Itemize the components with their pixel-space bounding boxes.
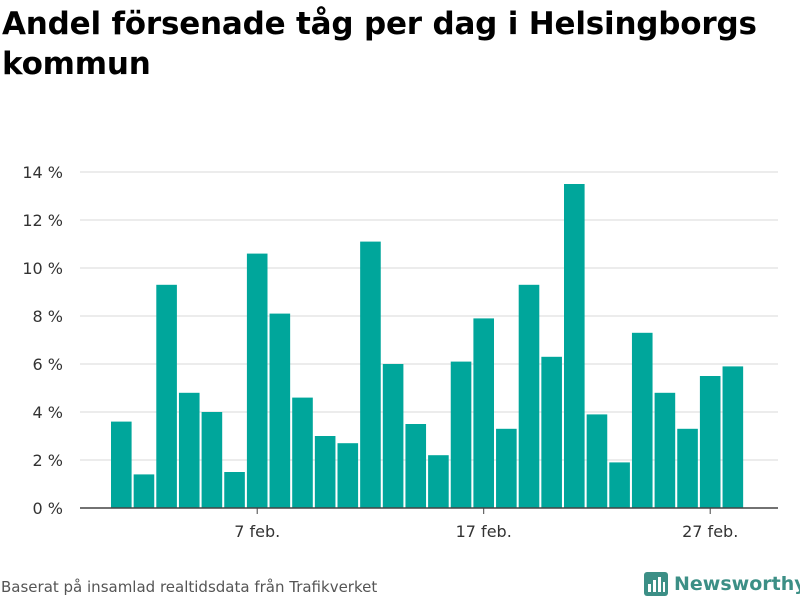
y-tick-label: 14 %	[22, 163, 63, 182]
bar-chart: 0 % 2 % 4 % 6 % 8 % 10 % 12 % 14 % 7 feb. 17 feb…	[22, 163, 778, 541]
bar-25-feb	[654, 392, 676, 508]
y-tick-label: 6 %	[33, 355, 63, 374]
x-axis-ticks: 7 feb. 17 feb. 27 feb.	[234, 508, 738, 541]
bar-16-feb	[450, 361, 472, 508]
brand-logo: Newsworthy	[644, 570, 800, 598]
bar-23-feb	[609, 462, 630, 508]
bars	[111, 184, 744, 508]
bar-5-feb	[201, 412, 223, 508]
bar-12-feb	[360, 241, 381, 508]
bar-8-feb	[269, 313, 291, 508]
bar-21-feb	[564, 184, 585, 508]
x-tick-label: 27 feb.	[682, 522, 738, 541]
bar-28-feb	[722, 366, 744, 508]
bar-13-feb	[382, 364, 404, 508]
y-tick-label: 0 %	[33, 499, 63, 518]
y-tick-label: 8 %	[33, 307, 63, 326]
y-tick-label: 2 %	[33, 451, 63, 470]
y-tick-label: 12 %	[22, 211, 63, 230]
bar-17-feb	[473, 318, 494, 508]
bar-9-feb	[292, 397, 313, 508]
bar-10-feb	[314, 436, 336, 508]
y-tick-label: 10 %	[22, 259, 63, 278]
bar-18-feb	[496, 428, 517, 508]
bar-15-feb	[428, 455, 449, 508]
bar-14-feb	[405, 424, 427, 508]
bar-19-feb	[518, 284, 540, 508]
x-tick-label: 17 feb.	[456, 522, 512, 541]
bar-4-feb	[178, 392, 200, 508]
bar-22-feb	[586, 414, 608, 508]
x-tick-label: 7 feb.	[234, 522, 280, 541]
bar-20-feb	[541, 356, 562, 508]
bar-1-feb	[111, 421, 132, 508]
source-note: Baserat på insamlad realtidsdata från Tr…	[1, 578, 378, 596]
bar-2-feb	[133, 474, 155, 508]
newsworthy-logo-icon	[644, 572, 668, 596]
bar-6-feb	[224, 472, 245, 508]
bar-27-feb	[699, 376, 721, 508]
bar-11-feb	[337, 443, 359, 508]
brand-name: Newsworthy	[674, 573, 800, 595]
bar-3-feb	[156, 284, 177, 508]
bar-24-feb	[631, 332, 653, 508]
y-tick-label: 4 %	[33, 403, 63, 422]
bar-26-feb	[677, 428, 698, 508]
y-axis-ticks: 0 % 2 % 4 % 6 % 8 % 10 % 12 % 14 %	[22, 163, 63, 518]
chart-title: Andel försenade tåg per dag i Helsingbor…	[2, 6, 757, 82]
bar-7-feb	[246, 253, 268, 508]
